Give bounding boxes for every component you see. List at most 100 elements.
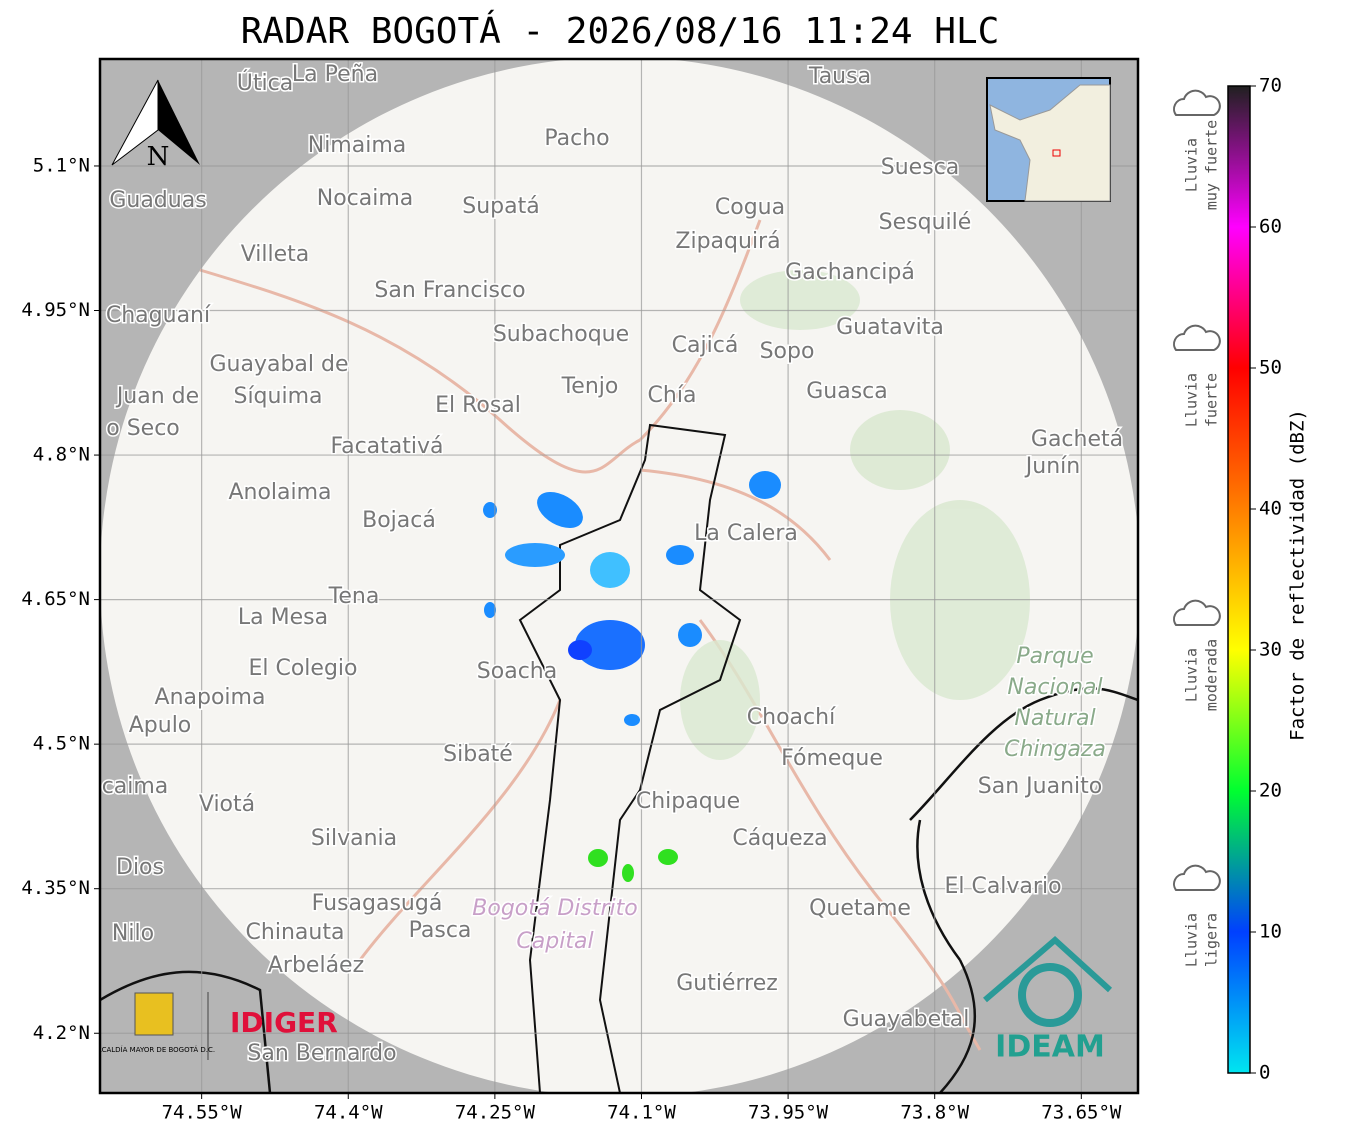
y-tick-label: 4.2°N [33,1022,90,1044]
place-label: La Calera [694,521,798,546]
cloud [1173,864,1221,891]
x-tick-label: 74.25°W [455,1102,536,1124]
place-label: Anapoima [155,685,266,710]
place-label: Nilo [112,921,154,946]
ideam-swirl [1018,963,1082,1027]
place-label: caima [102,774,169,799]
place-label: Pasca [409,918,472,943]
park-label: Chingaza [1004,737,1106,762]
place-label: Juan de [115,384,199,409]
place-label: Guaduas [109,188,206,213]
legend-label: fuerte [1203,373,1221,427]
alcaldia-shield [134,992,174,1036]
place-label: Guayabal de [209,352,348,377]
place-label: Villeta [241,242,310,267]
legend-label: Lluvia [1183,648,1201,702]
place-label: Anolaima [228,480,331,505]
park-label: Nacional [1007,675,1102,700]
rain-icon [1173,599,1221,626]
place-label: El Rosal [435,393,521,418]
x-tick-label: 73.65°W [1041,1102,1122,1124]
place-label: Suesca [881,155,959,180]
park-label: Natural [1014,706,1095,731]
place-label: Viotá [199,792,255,817]
place-label: Apulo [129,713,192,738]
place-label: Tena [328,584,380,609]
place-label: San Bernardo [247,1041,396,1066]
colorbar-tick-label: 20 [1259,780,1282,802]
place-label: Cáqueza [732,826,827,851]
map-frame [98,57,1140,1095]
ideam-roof [983,935,1113,1003]
place-label: Cogua [715,195,785,220]
north-arrow: N [111,79,200,172]
place-label: Quetame [809,896,911,921]
place-label: Síquima [233,384,322,409]
place-label: Fusagasugá [312,891,443,916]
north-label: N [147,142,170,172]
department-boundary [100,970,272,1093]
place-label: Nimaima [308,133,407,158]
legend-label: Lluvia [1183,913,1201,967]
place-label: Arbeláez [268,953,364,978]
place-label: San Francisco [374,278,525,303]
district-label: Capital [516,929,593,954]
y-tick-label: 4.65°N [21,588,90,610]
place-label: Supatá [462,194,539,219]
place-label: El Calvario [944,874,1061,899]
legend-label: ligera [1203,913,1221,967]
colorbar-tick-label: 40 [1259,498,1282,520]
place-label: Tenjo [561,374,619,399]
colorbar [1227,85,1251,1074]
cloud [1173,89,1221,116]
colorbar-tick-label: 60 [1259,216,1282,238]
y-tick-label: 4.35°N [21,877,90,899]
colorbar-tick-label: 70 [1259,75,1282,97]
place-label: Chaguaní [106,303,211,328]
y-tick-label: 4.5°N [33,733,90,755]
y-tick-label: 4.95°N [21,299,90,321]
place-label: Sopo [760,339,815,364]
place-label: Cajicá [672,333,739,358]
place-label: Sibaté [443,742,513,767]
rain-icon [1173,89,1221,116]
place-label: Gachetá [1031,427,1123,452]
place-label: o Seco [106,416,180,441]
place-label: Choachí [747,705,836,730]
place-label: Guayabetal [843,1007,970,1032]
colorbar-tick-label: 50 [1259,357,1282,379]
place-label: San Juanito [978,774,1102,799]
inset-land [989,84,1111,202]
place-label: Chinauta [246,920,345,945]
legend-label: moderada [1203,639,1221,711]
place-label: Soacha [477,659,557,684]
place-label: La Mesa [238,605,328,630]
place-label: La Peña [292,62,378,87]
x-tick-label: 74.4°W [314,1102,383,1124]
colorbar-label: Factor de reflectividad (dBZ) [1287,409,1309,741]
place-label: Pacho [544,126,609,151]
place-label: Tausa [808,64,871,89]
place-label: El Colegio [248,656,357,681]
rain-icon [1173,864,1221,891]
radar-echoes [483,471,781,882]
place-label: Guasca [806,379,888,404]
y-tick-label: 5.1°N [33,154,90,176]
legend-label: Lluvia [1183,373,1201,427]
colorbar-tick-label: 10 [1259,921,1282,943]
place-label: Guatavita [836,315,944,340]
rain-icon [1173,324,1221,351]
place-label: Nocaima [317,186,414,211]
place-label: Fómeque [781,746,883,771]
place-label: Zipaquirá [675,229,780,254]
place-label: Subachoque [493,322,629,347]
inset-extent [1052,149,1061,157]
colorbar-tick-label: 30 [1259,639,1282,661]
legend-label: muy fuerte [1203,120,1221,210]
place-label: Dios [116,855,164,880]
place-label: Gachancipá [785,260,915,285]
y-tick-label: 4.8°N [33,444,90,466]
idiger-logo: IDIGER [230,1006,338,1039]
